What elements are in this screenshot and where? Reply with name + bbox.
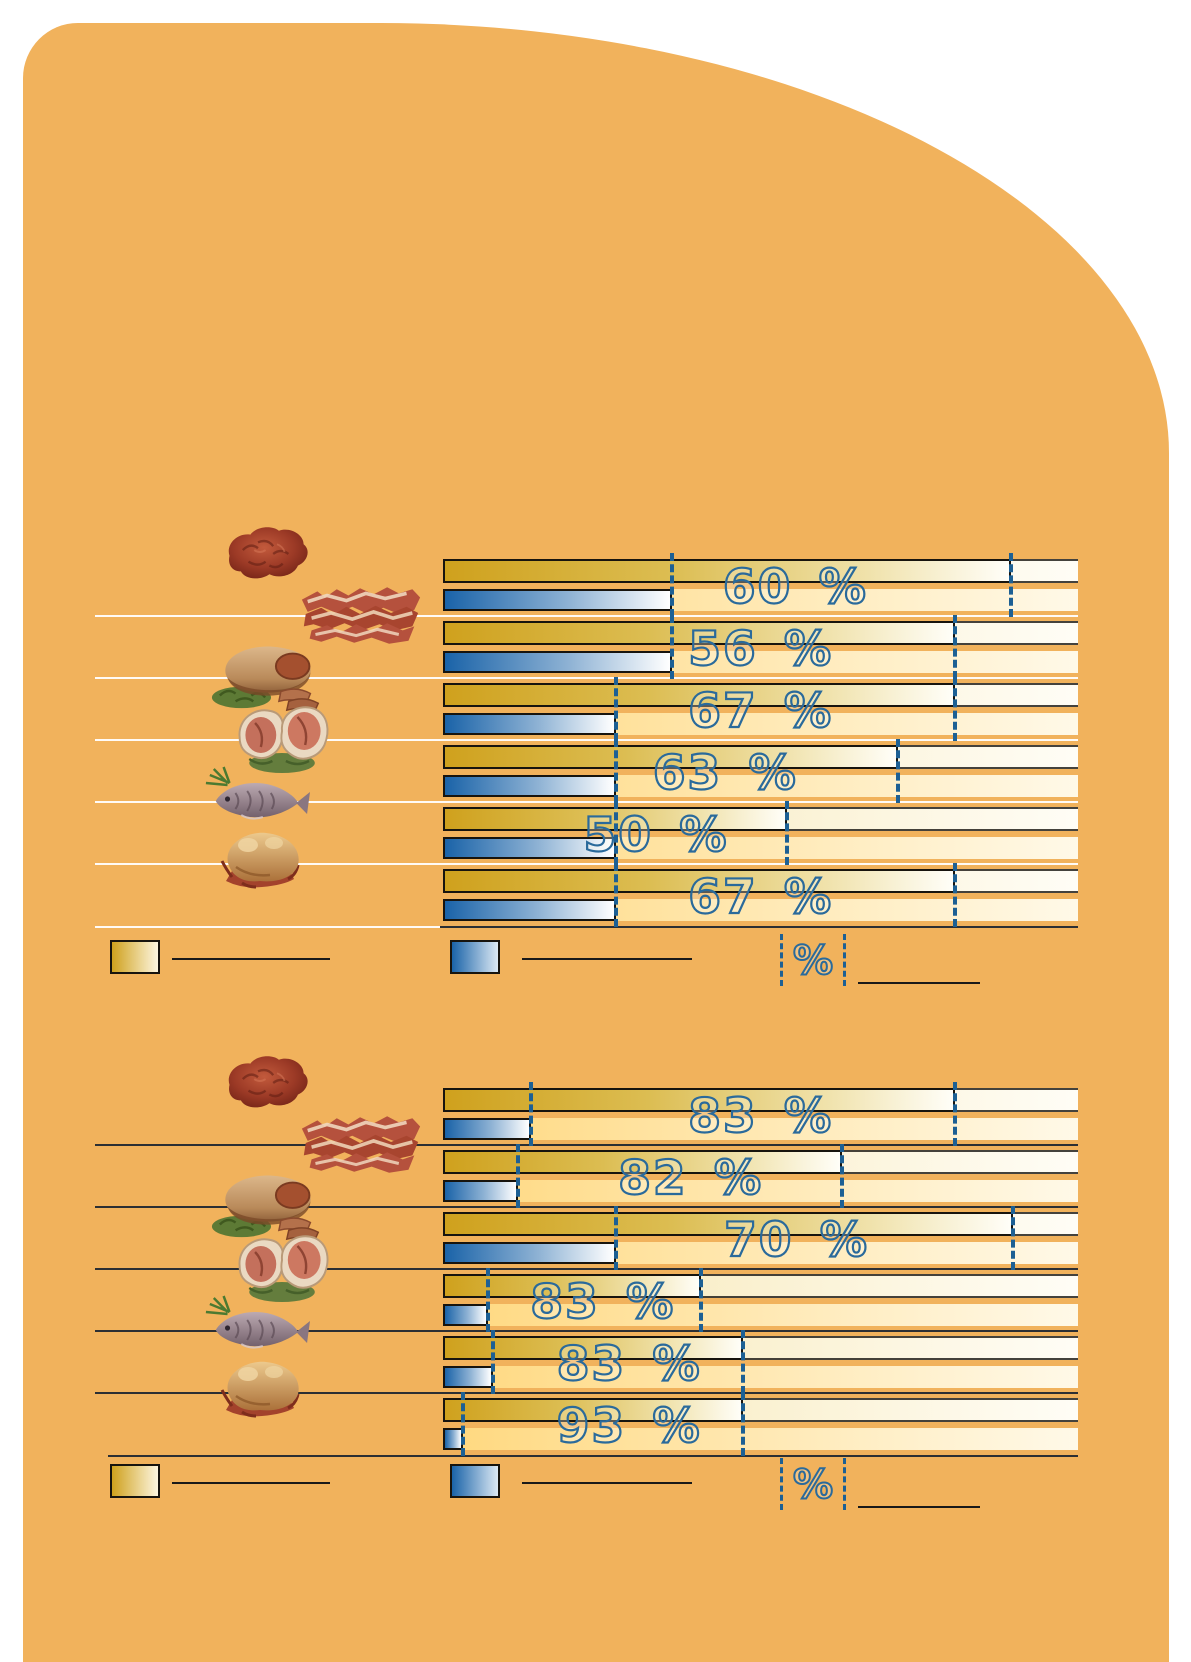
blue-bar-end-dashed-marker [613,863,618,927]
blue-bar-track [443,1118,1078,1140]
percent-label: 83 % [687,1088,834,1144]
gold-bar-end-dashed-marker [698,1268,703,1332]
gold-bar [443,1274,701,1298]
blue-bar-track [443,1304,1078,1326]
percent-label: 67 % [687,869,834,925]
blue-bar-end-dashed-marker [460,1392,465,1456]
gold-bar-end-dashed-marker [784,801,789,865]
percent-label: 67 % [687,683,834,739]
legend-percent-symbol: % [792,937,834,985]
gold-bar-end-dashed-marker [1009,553,1014,617]
gold-bar-end-dashed-marker [953,863,958,927]
blue-bar-end-dashed-marker [613,677,618,741]
legend-separator [440,926,1078,928]
blue-bar-end-dashed-marker [613,1206,618,1270]
row-separator [95,1144,1078,1146]
gold-bar-end-dashed-marker [953,615,958,679]
blue-bar-end-dashed-marker [486,1268,491,1332]
gold-bar [443,559,1012,583]
row-separator [95,1268,1078,1270]
blue-bar [443,1366,494,1388]
gold-bar-end-dashed-marker [953,677,958,741]
gold-bar-end-dashed-marker [953,1082,958,1146]
blue-bar [443,651,672,673]
percent-label: 63 % [652,745,798,801]
blue-bar [443,775,616,797]
legend-percent-dashed-right [843,934,846,986]
poultry-icon [212,1352,312,1420]
percent-label: 83 % [556,1336,702,1392]
blue-bar [443,589,672,611]
gold-bar-end-dashed-marker [840,1144,845,1208]
blue-bar-end-dashed-marker [613,801,618,865]
legend-blue-label-line [522,958,692,960]
row-separator [95,615,1078,617]
fish-icon [202,763,310,827]
gold-bar [443,1398,744,1422]
percent-label: 82 % [617,1150,764,1206]
blue-bar [443,713,616,735]
blue-bar-track [443,1366,1078,1388]
blue-bar [443,1118,531,1140]
row-separator [95,1392,1078,1394]
legend-blue-swatch [450,940,500,974]
percent-label: 56 % [687,621,834,677]
blue-bar-end-dashed-marker [515,1144,520,1208]
gold-bar [443,621,956,645]
row-separator [95,863,1078,865]
legend-gold-swatch [110,1464,160,1498]
blue-bar [443,1304,489,1326]
gold-bar-end-dashed-marker [896,739,901,803]
gold-bar [443,683,956,707]
row-separator [95,801,1078,803]
minced-meat-icon [220,521,315,583]
legend-gold-swatch [110,940,160,974]
blue-bar [443,899,616,921]
legend-percent-symbol: % [792,1461,834,1509]
legend-gold-label-line [172,958,330,960]
row-separator [95,1330,1078,1332]
row-separator [95,739,1078,741]
blue-bar-end-dashed-marker [669,615,674,679]
gold-bar [443,1150,843,1174]
percent-label: 60 % [722,559,868,615]
legend-percent-dashed-right [843,1458,846,1510]
percent-label: 70 % [723,1212,869,1268]
legend-separator [108,1455,1078,1457]
blue-bar-end-dashed-marker [613,739,618,803]
poultry-icon [212,823,312,891]
gold-bar [443,745,899,769]
gold-bar [443,1212,1014,1236]
legend-percent-label-line [858,982,980,984]
blue-bar-track [443,1428,1078,1450]
gold-bar-end-dashed-marker [741,1392,746,1456]
percent-label: 50 % [582,807,729,863]
minced-meat-icon [220,1050,315,1112]
percent-label: 93 % [556,1398,702,1454]
legend-percent-dashed-left [780,1458,783,1510]
blue-bar-end-dashed-marker [491,1330,496,1394]
blue-bar [443,1242,616,1264]
legend-percent-dashed-left [780,934,783,986]
legend-separator [95,926,440,928]
gold-bar-end-dashed-marker [741,1330,746,1394]
legend-gold-label-line [172,1482,330,1484]
legend-blue-swatch [450,1464,500,1498]
blue-bar-track [443,1180,1078,1202]
gold-bar-end-dashed-marker [1011,1206,1016,1270]
blue-bar-end-dashed-marker [669,553,674,617]
legend-percent-label-line [858,1506,980,1508]
gold-bar [443,869,956,893]
blue-bar-end-dashed-marker [528,1082,533,1146]
percent-label: 83 % [529,1274,676,1330]
fish-icon [202,1292,310,1356]
legend-blue-label-line [522,1482,692,1484]
blue-bar [443,1180,518,1202]
row-separator [95,677,1078,679]
row-separator [95,1206,1078,1208]
